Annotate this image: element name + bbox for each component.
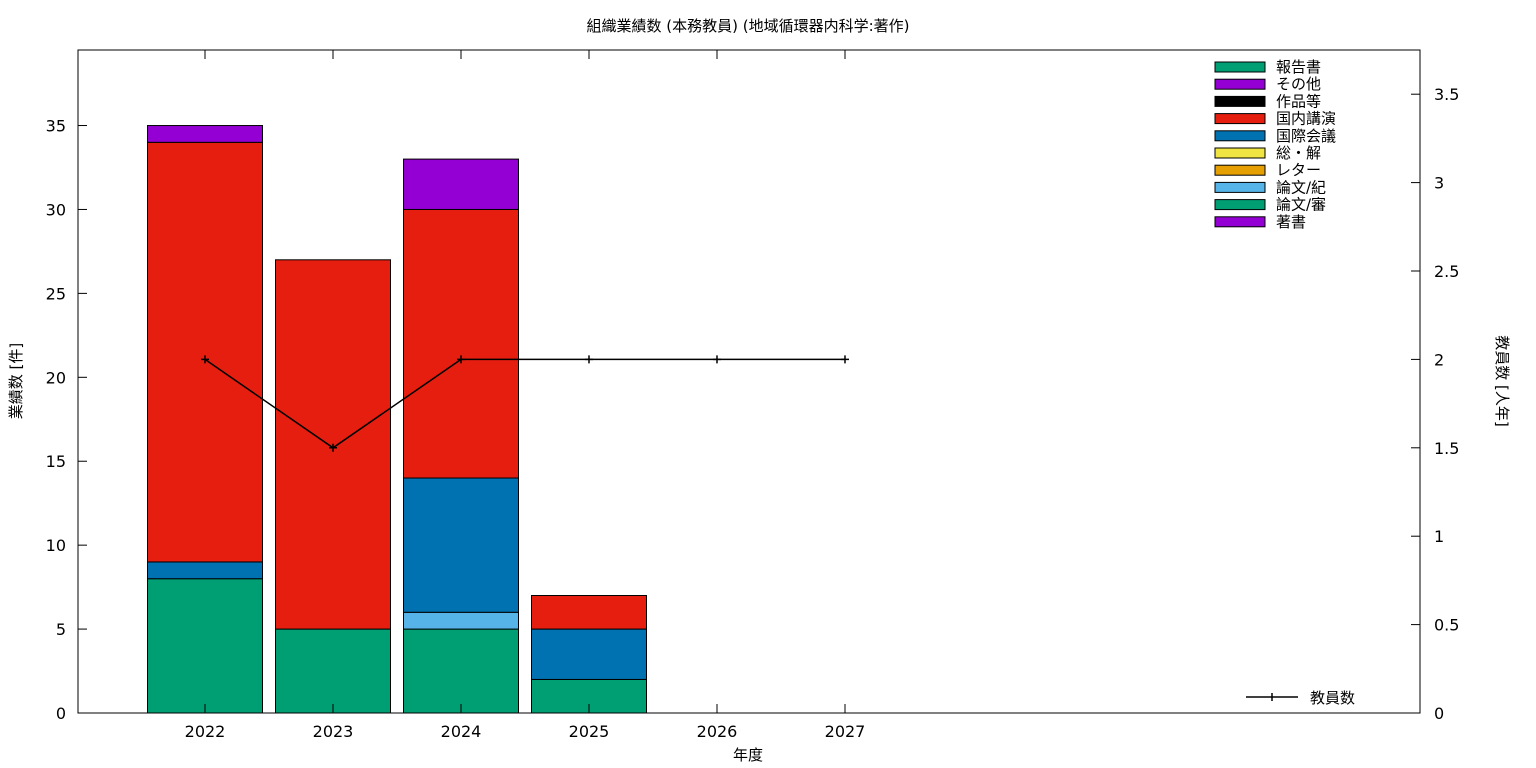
y2-tick-label: 2.5 [1434,262,1459,281]
y-axis-label: 業績数 [件] [7,343,25,419]
y-tick-label: 20 [46,368,66,387]
legend-swatch [1214,113,1266,125]
legend-swatch [1214,78,1266,90]
bar-segment [147,125,263,143]
legend-label: 総・解 [1276,144,1321,162]
y2-tick-label: 1 [1434,527,1444,546]
line-legend: 教員数 [1246,689,1355,707]
line-point-marker [329,443,337,452]
line-legend-label: 教員数 [1310,689,1355,707]
bars-layer [147,125,647,714]
line-point-marker [585,355,593,364]
y-axis: 0 5 10 15 20 25 30 35 [46,117,87,723]
legend-swatch [1214,61,1266,73]
line-point-marker [457,355,465,364]
bar-segment [147,561,263,580]
chart-title: 組織業績数 (本務教員) (地域循環器内科学:著作) [586,17,909,35]
legend-label: 国内講演 [1276,110,1336,128]
line-series-path [204,358,845,449]
bar-segment [531,595,647,630]
bar-segment [531,628,647,680]
bar-segment [403,611,519,630]
legend-swatch [1214,147,1266,159]
x-tick-label: 2025 [569,722,610,741]
y-tick-label: 25 [46,284,66,303]
y2-tick-label: 0.5 [1434,616,1459,635]
legend-label: その他 [1276,75,1321,93]
legend-label: 論文/審 [1276,196,1326,214]
legend-label: 報告書 [1276,58,1321,76]
y2-tick-label: 2 [1434,350,1444,369]
y2-axis-label: 教員数 [人年] [1493,335,1511,426]
legend-label: 国際会議 [1276,127,1336,145]
bar-segment [403,628,519,714]
x-tick-label: 2026 [697,722,738,741]
legend-label: 著書 [1276,213,1306,231]
x-axis: 2022 2023 2024 2025 2026 2027 [185,50,866,741]
line-layer [201,355,849,452]
x-tick-label: 2023 [313,722,354,741]
y2-tick-label: 3.5 [1434,85,1459,104]
legend-swatch [1214,216,1266,228]
y-tick-label: 10 [46,536,66,555]
line-point-marker [713,355,721,364]
legend-swatch [1214,95,1266,107]
y2-tick-label: 1.5 [1434,439,1459,458]
y2-axis: 0 0.5 1 1.5 2 2.5 3 3.5 [1411,85,1459,723]
y-tick-label: 0 [56,704,66,723]
legend-swatch [1214,199,1266,211]
x-tick-label: 2027 [825,722,866,741]
line-point-marker [201,355,209,364]
legend-swatch [1214,130,1266,142]
legend-swatch [1214,181,1266,193]
bar-segment [403,158,519,210]
legend-label: 論文/紀 [1276,178,1326,196]
bar-segment [147,141,263,563]
y2-tick-label: 0 [1434,704,1444,723]
bar-segment [403,208,519,479]
y-tick-label: 30 [46,200,66,219]
legend-label: レター [1276,161,1321,179]
x-tick-label: 2024 [441,722,482,741]
bar-segment [147,578,263,714]
legend-label: 作品等 [1276,92,1321,110]
y-tick-label: 35 [46,117,66,136]
plot-frame [77,49,1421,714]
legend-swatch [1214,164,1266,176]
x-axis-label: 年度 [733,746,763,764]
bar-segment [403,477,519,613]
y2-tick-label: 3 [1434,174,1444,193]
line-point-marker [841,355,849,364]
y-tick-label: 5 [56,620,66,639]
y-tick-label: 15 [46,452,66,471]
bar-segment [275,628,391,714]
x-tick-label: 2022 [185,722,226,741]
